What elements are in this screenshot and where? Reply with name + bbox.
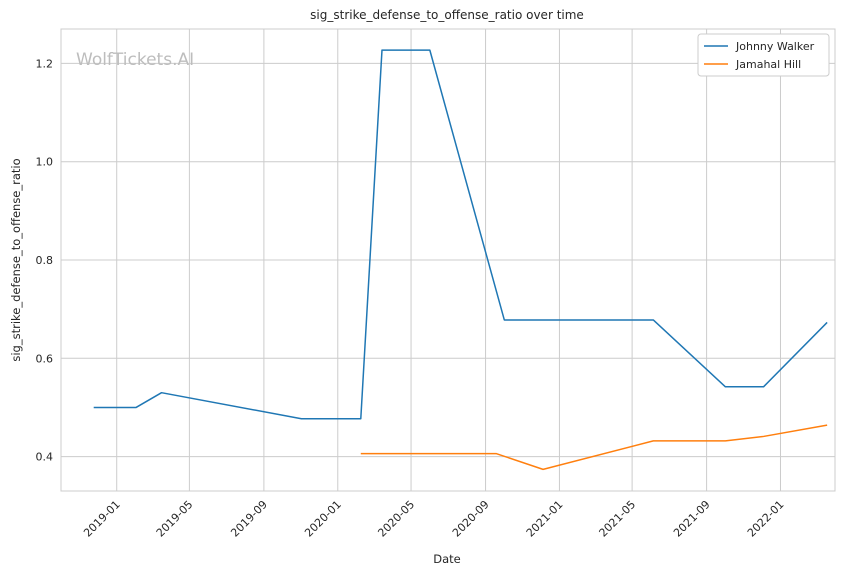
x-tick-label: 2021-05 xyxy=(597,498,639,540)
legend: Johnny Walker Jamahal Hill xyxy=(697,33,830,77)
x-tick-labels: 2019-01 2019-05 2019-09 2020-01 2020-05 2020-… xyxy=(81,498,786,540)
x-axis-label: Date xyxy=(433,552,461,566)
x-tick-label: 2020-01 xyxy=(302,498,344,540)
y-tick-label: 0.6 xyxy=(36,352,54,365)
x-tick-label: 2020-05 xyxy=(375,498,417,540)
y-axis-label: sig_strike_defense_to_offense_ratio xyxy=(9,158,23,361)
y-tick-labels: 0.4 0.6 0.8 1.0 1.2 xyxy=(36,57,54,463)
x-tick-label: 2019-09 xyxy=(228,498,270,540)
chart-title: sig_strike_defense_to_offense_ratio over… xyxy=(310,8,584,22)
y-tick-label: 1.0 xyxy=(36,156,54,169)
series-line-johnny-walker xyxy=(93,49,828,420)
plot-frame xyxy=(60,28,836,492)
series-line-jamahal-hill xyxy=(360,424,828,471)
legend-label-johnny-walker: Johnny Walker xyxy=(735,40,815,53)
x-tick-label: 2019-05 xyxy=(154,498,196,540)
y-tick-label: 0.8 xyxy=(36,254,54,267)
x-tick-label: 2021-01 xyxy=(524,498,566,540)
series-layer xyxy=(93,49,828,471)
legend-box xyxy=(697,33,830,77)
gridlines xyxy=(61,29,835,491)
x-tick-label: 2021-09 xyxy=(671,498,713,540)
watermark: WolfTickets.AI xyxy=(76,50,194,70)
y-tick-label: 1.2 xyxy=(36,57,54,70)
legend-label-jamahal-hill: Jamahal Hill xyxy=(735,58,801,71)
x-tick-label: 2020-09 xyxy=(450,498,492,540)
y-tick-label: 0.4 xyxy=(36,451,54,464)
x-tick-label: 2019-01 xyxy=(81,498,123,540)
x-tick-label: 2022-01 xyxy=(745,498,787,540)
